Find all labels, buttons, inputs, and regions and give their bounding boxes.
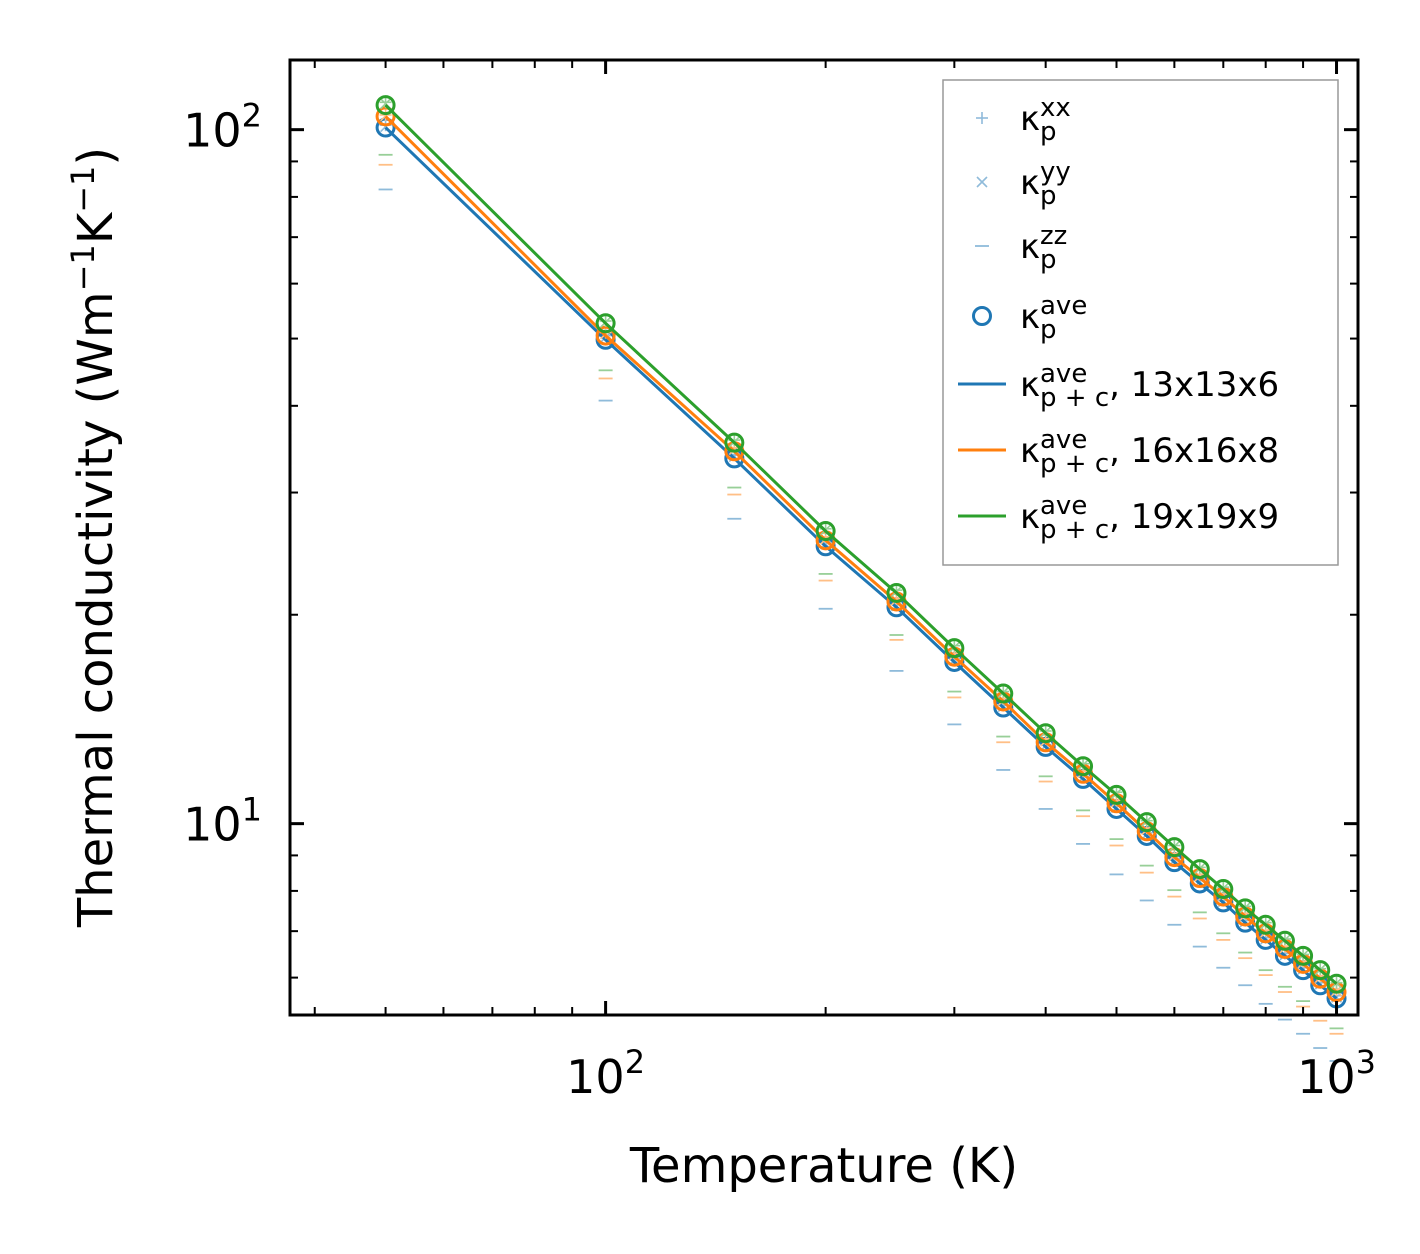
ave-point-19x19x9 (1255, 914, 1276, 935)
y-tick-label: 102 (183, 97, 262, 158)
ave-point-19x19x9 (1235, 898, 1256, 919)
ave-point-19x19x9 (1164, 837, 1185, 858)
ave-point-19x19x9 (1326, 973, 1347, 994)
legend-entry-label: κzz p (1020, 221, 1067, 275)
legend-sub: p (1040, 117, 1057, 147)
y-axis-label-main: Thermal conductivity (Wm (68, 291, 124, 928)
series-line-19x19x9 (384, 104, 1338, 985)
legend-sup: ave (1040, 425, 1087, 455)
legend-sup: xx (1040, 93, 1071, 123)
x-tick-label-base: 10 (1297, 1050, 1356, 1104)
ave-point-19x19x9 (1310, 960, 1331, 981)
legend-sub: p + c (1040, 449, 1109, 479)
legend-kappa: κ (1020, 227, 1040, 267)
ave-point-19x19x9 (886, 582, 907, 603)
legend-sub: p + c (1040, 515, 1109, 545)
legend-entry-label: κave p + c, 16x16x8 (1020, 425, 1279, 479)
ave-point-19x19x9 (944, 638, 965, 659)
legend-sup: zz (1040, 221, 1067, 251)
legend-entry-label: κyy p (1020, 157, 1071, 211)
ave-point-19x19x9 (1106, 784, 1127, 805)
legend-entry-label: κxx p (1020, 93, 1071, 147)
y-axis-label: Thermal conductivity (Wm−1K−1) (64, 147, 124, 928)
legend-sub: p (1040, 315, 1057, 345)
ave-point-19x19x9 (1136, 812, 1157, 833)
series-19x19x9 (375, 95, 1347, 1030)
x-tick-label: 102 (566, 1043, 645, 1104)
legend-suffix: , 16x16x8 (1109, 431, 1279, 471)
legend-frame (942, 79, 1339, 566)
x-axis-label: Temperature (K) (629, 1138, 1018, 1194)
legend-sub: p + c (1040, 383, 1109, 413)
x-tick-label-base: 10 (566, 1050, 625, 1104)
legend-kappa: κ (1020, 163, 1040, 203)
ave-point-19x19x9 (993, 683, 1014, 704)
legend-suffix: , 13x13x6 (1109, 365, 1279, 405)
y-tick-label-base: 10 (183, 798, 242, 852)
legend-entry-label: κave p + c, 13x13x6 (1020, 359, 1279, 413)
legend-entry-label: κave p + c, 19x19x9 (1020, 491, 1279, 545)
legend-entry-label: κave p (1020, 291, 1087, 345)
y-axis-label-exp1: −1 (64, 244, 102, 291)
legend-kappa: κ (1020, 297, 1040, 337)
axis-ticks (290, 60, 1358, 1015)
ave-point-19x19x9 (1274, 930, 1295, 951)
x-tick-label-exp: 2 (625, 1043, 645, 1081)
series-line-13x13x6 (384, 126, 1338, 1000)
y-tick-label-exp: 1 (242, 791, 262, 829)
series-line-16x16x8 (384, 115, 1338, 994)
axes-frame (288, 58, 1360, 1017)
ave-point-19x19x9 (1189, 859, 1210, 880)
cross-marker-b (976, 176, 988, 188)
ave-point-19x19x9 (595, 313, 616, 334)
legend-sup: ave (1040, 359, 1087, 389)
cross-marker-b (380, 98, 392, 110)
ave-point-19x19x9 (724, 432, 745, 453)
ave-point-16x16x8 (595, 325, 616, 346)
plot-area (375, 95, 1347, 1062)
y-axis-label-close: ) (68, 147, 124, 166)
legend-sup: ave (1040, 491, 1087, 521)
ave-point-19x19x9 (1293, 945, 1314, 966)
legend-sup: yy (1040, 157, 1071, 187)
ave-point-19x19x9 (1073, 756, 1094, 777)
y-axis-label-mid: K (68, 211, 124, 244)
ave-point-19x19x9 (1035, 723, 1056, 744)
legend-kappa: κ (1020, 365, 1040, 405)
y-tick-label: 101 (183, 791, 262, 852)
legend-kappa: κ (1020, 497, 1040, 537)
legend-sub: p (1040, 245, 1057, 275)
x-tick-label: 103 (1297, 1043, 1376, 1104)
legend-sup: ave (1040, 291, 1087, 321)
legend-kappa: κ (1020, 431, 1040, 471)
ave-point-19x19x9 (1213, 879, 1234, 900)
legend-sub: p (1040, 181, 1057, 211)
y-axis-label-exp2: −1 (64, 166, 102, 213)
legend-suffix: , 19x19x9 (1109, 497, 1279, 537)
legend-kappa: κ (1020, 99, 1040, 139)
ave-point-19x19x9 (375, 95, 396, 116)
y-tick-label-base: 10 (183, 104, 242, 158)
ave-point-19x19x9 (815, 521, 836, 542)
x-tick-label-exp: 3 (1356, 1043, 1376, 1081)
y-tick-label-exp: 2 (242, 97, 262, 135)
legend-circle-marker (972, 306, 992, 326)
